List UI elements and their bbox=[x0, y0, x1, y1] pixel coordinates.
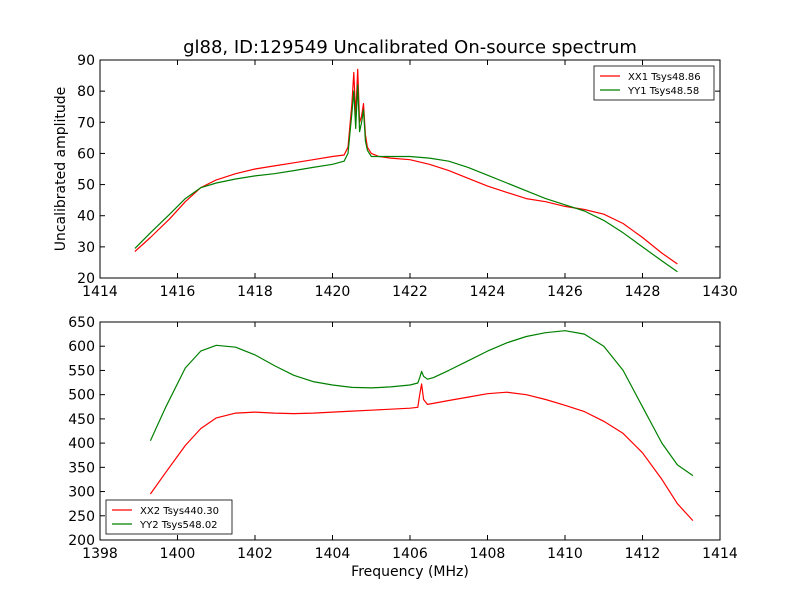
top-x-tick-label: 1430 bbox=[702, 284, 738, 300]
top-x-tick-label: 1424 bbox=[470, 284, 506, 300]
top-legend-label: XX1 Tsys48.86 bbox=[628, 72, 701, 83]
bottom-y-tick-label: 400 bbox=[68, 436, 95, 452]
bottom-axes: 1398 1400 1402 1404 1406 1408 1410 1412 1414 200 2… bbox=[68, 315, 738, 562]
bottom-x-tick-label: 1414 bbox=[702, 546, 738, 562]
bottom-y-tick-label: 250 bbox=[68, 509, 95, 525]
bottom-y-tick-label: 600 bbox=[68, 339, 95, 355]
bottom-y-tick-label: 650 bbox=[68, 315, 95, 331]
top-series-line-1 bbox=[134, 68, 678, 265]
top-panel: 1414 1416 1418 1420 1422 1424 1426 1428 1430 20 30… bbox=[53, 53, 738, 300]
bottom-x-tick-label: 1406 bbox=[392, 546, 428, 562]
top-series-line-2 bbox=[134, 84, 678, 273]
top-x-tick-label: 1416 bbox=[160, 284, 196, 300]
bottom-legend-label: XX2 Tsys440.30 bbox=[140, 506, 219, 517]
top-x-tick-label: 1422 bbox=[392, 284, 428, 300]
top-y-tick-label: 70 bbox=[77, 115, 95, 131]
top-y-tick-label: 20 bbox=[77, 271, 95, 287]
top-legend: XX1 Tsys48.86 YY1 Tsys48.58 bbox=[593, 65, 715, 101]
top-plot-lines bbox=[134, 68, 678, 273]
bottom-x-axis-label: Frequency (MHz) bbox=[351, 564, 469, 580]
top-axes: 1414 1416 1418 1420 1422 1424 1426 1428 1430 20 30… bbox=[77, 53, 738, 300]
bottom-x-tick-label: 1408 bbox=[470, 546, 506, 562]
top-y-tick-label: 50 bbox=[77, 178, 95, 194]
bottom-x-tick-label: 1400 bbox=[160, 546, 196, 562]
bottom-y-tick-label: 350 bbox=[68, 460, 95, 476]
top-y-tick-label: 90 bbox=[77, 53, 95, 69]
bottom-y-tick-label: 450 bbox=[68, 412, 95, 428]
bottom-x-tick-label: 1412 bbox=[625, 546, 661, 562]
top-x-tick-label: 1420 bbox=[315, 284, 351, 300]
top-y-tick-label: 60 bbox=[77, 146, 95, 162]
bottom-x-tick-label: 1398 bbox=[82, 546, 118, 562]
top-x-tick-label: 1426 bbox=[547, 284, 583, 300]
bottom-x-tick-label: 1404 bbox=[315, 546, 351, 562]
top-y-tick-label: 40 bbox=[77, 209, 95, 225]
bottom-plot-lines bbox=[149, 330, 694, 522]
top-x-tick-label: 1414 bbox=[82, 284, 118, 300]
top-x-tick-label: 1418 bbox=[237, 284, 273, 300]
bottom-legend: XX2 Tsys440.30 YY2 Tsys548.02 bbox=[105, 499, 233, 535]
bottom-y-tick-label: 200 bbox=[68, 533, 95, 549]
bottom-legend-label: YY2 Tsys548.02 bbox=[139, 520, 218, 531]
bottom-legend-box bbox=[105, 499, 233, 535]
top-y-tick-label: 80 bbox=[77, 84, 95, 100]
top-legend-label: YY1 Tsys48.58 bbox=[627, 86, 699, 97]
bottom-x-tick-label: 1402 bbox=[237, 546, 273, 562]
bottom-y-tick-label: 550 bbox=[68, 363, 95, 379]
top-y-axis-label: Uncalibrated amplitude bbox=[53, 87, 69, 252]
bottom-y-tick-label: 500 bbox=[68, 388, 95, 404]
bottom-panel: 1398 1400 1402 1404 1406 1408 1410 1412 1414 200 2… bbox=[68, 315, 738, 580]
chart-title: gl88, ID:129549 Uncalibrated On-source s… bbox=[183, 37, 637, 58]
top-legend-box bbox=[593, 65, 715, 101]
top-x-tick-label: 1428 bbox=[625, 284, 661, 300]
bottom-x-tick-label: 1410 bbox=[547, 546, 583, 562]
bottom-series-line-2 bbox=[149, 330, 694, 477]
bottom-y-tick-label: 300 bbox=[68, 485, 95, 501]
top-y-tick-label: 30 bbox=[77, 240, 95, 256]
bottom-series-line-1 bbox=[149, 383, 694, 522]
